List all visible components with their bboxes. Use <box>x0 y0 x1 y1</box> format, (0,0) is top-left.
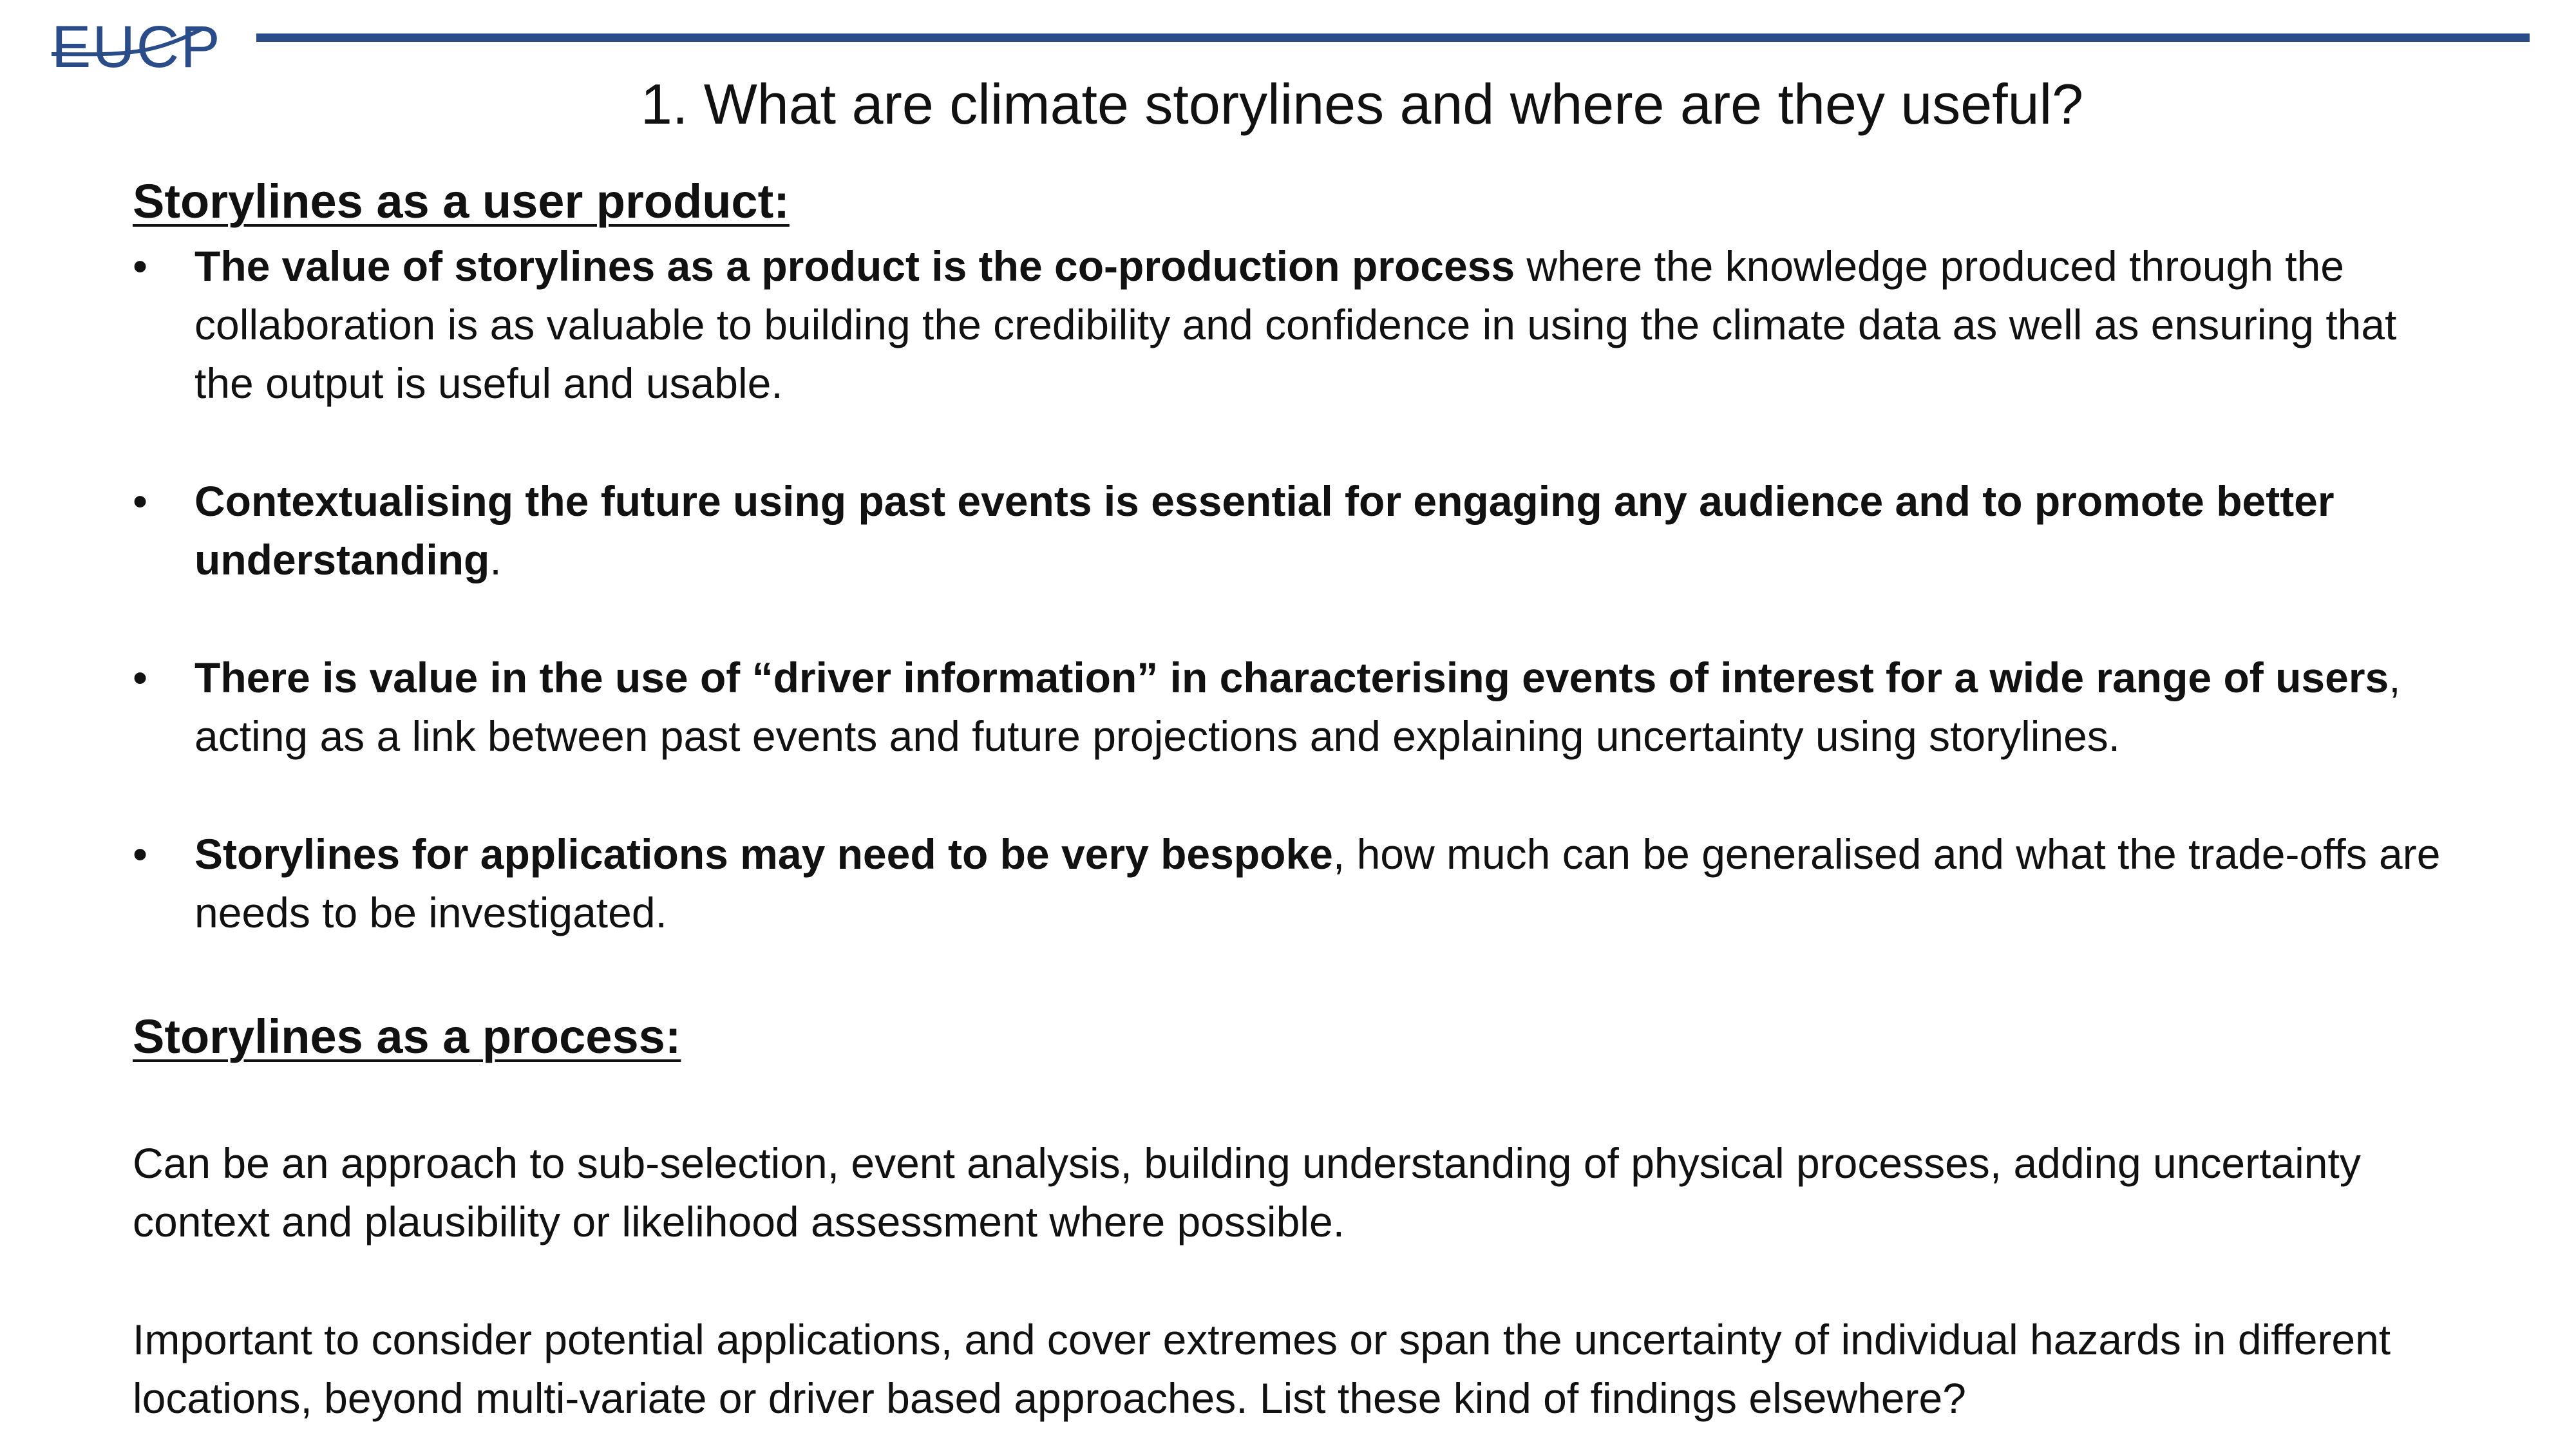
bullet-text: , how much can be generalised and what t… <box>194 830 2441 936</box>
logo-wordmark: EUCP <box>52 14 222 80</box>
bullet-bold-text: The value of storylines as a product is … <box>194 242 1515 290</box>
eucp-logo: EUCP <box>52 12 225 82</box>
bullet-text: , acting as a link between past events a… <box>194 654 2401 760</box>
spacer <box>133 1072 2464 1134</box>
list-item: • The value of storylines as a product i… <box>133 237 2464 413</box>
bullet-icon: • <box>133 242 148 290</box>
bullet-bold-text: There is value in the use of “driver inf… <box>194 654 2389 701</box>
bullet-list: • The value of storylines as a product i… <box>133 237 2464 942</box>
bullet-icon: • <box>133 830 148 878</box>
list-item: • There is value in the use of “driver i… <box>133 649 2464 766</box>
section-heading-user-product: Storylines as a user product: <box>133 175 790 228</box>
logo-swoosh-icon <box>52 28 202 57</box>
bullet-text: . <box>489 536 502 583</box>
spacer <box>133 1251 2464 1311</box>
slide-title: 1. What are climate storylines and where… <box>640 72 2084 136</box>
slide-content: Storylines as a user product: • The valu… <box>133 166 2464 1428</box>
process-paragraph-1: Can be an approach to sub-selection, eve… <box>133 1139 2361 1245</box>
process-paragraph-2: Important to consider potential applicat… <box>133 1316 2391 1422</box>
header-rule <box>256 33 2530 42</box>
bullet-bold-text: Storylines for applications may need to … <box>194 830 1333 878</box>
bullet-bold-text: Contextualising the future using past ev… <box>194 477 2334 583</box>
section-heading-process: Storylines as a process: <box>133 1010 681 1063</box>
list-item: • Storylines for applications may need t… <box>133 825 2464 942</box>
bullet-text: where the knowledge produced through the… <box>194 242 2397 407</box>
bullet-icon: • <box>133 654 148 701</box>
list-item: • Contextualising the future using past … <box>133 472 2464 589</box>
bullet-icon: • <box>133 477 148 525</box>
